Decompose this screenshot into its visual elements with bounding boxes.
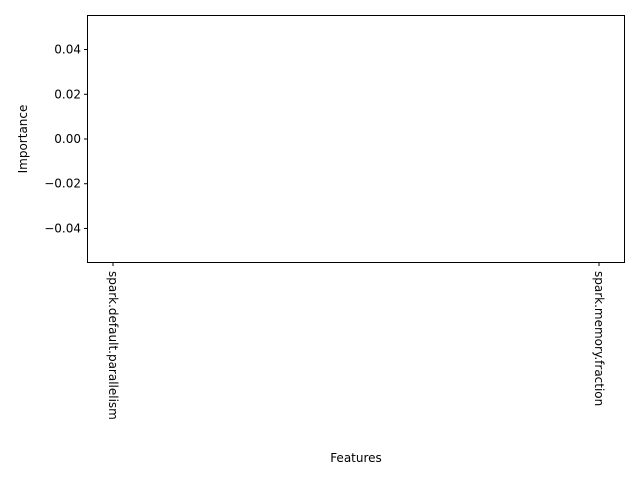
y-ticks: 0.04 0.02 0.00 −0.02 −0.04 bbox=[44, 43, 88, 235]
y-tick-label: −0.04 bbox=[44, 221, 81, 235]
x-tick-label: spark.default.parallelism bbox=[106, 271, 120, 420]
y-tick-label: 0.04 bbox=[54, 43, 81, 57]
y-axis-label: Importance bbox=[16, 105, 30, 174]
x-axis-label: Features bbox=[330, 451, 382, 465]
x-tick-label: spark.memory.fraction bbox=[592, 271, 606, 406]
y-tick-label: 0.00 bbox=[54, 132, 81, 146]
y-tick-label: 0.02 bbox=[54, 87, 81, 101]
x-ticks: spark.default.parallelism spark.memory.fr… bbox=[106, 262, 606, 420]
y-tick-label: −0.02 bbox=[44, 177, 81, 191]
